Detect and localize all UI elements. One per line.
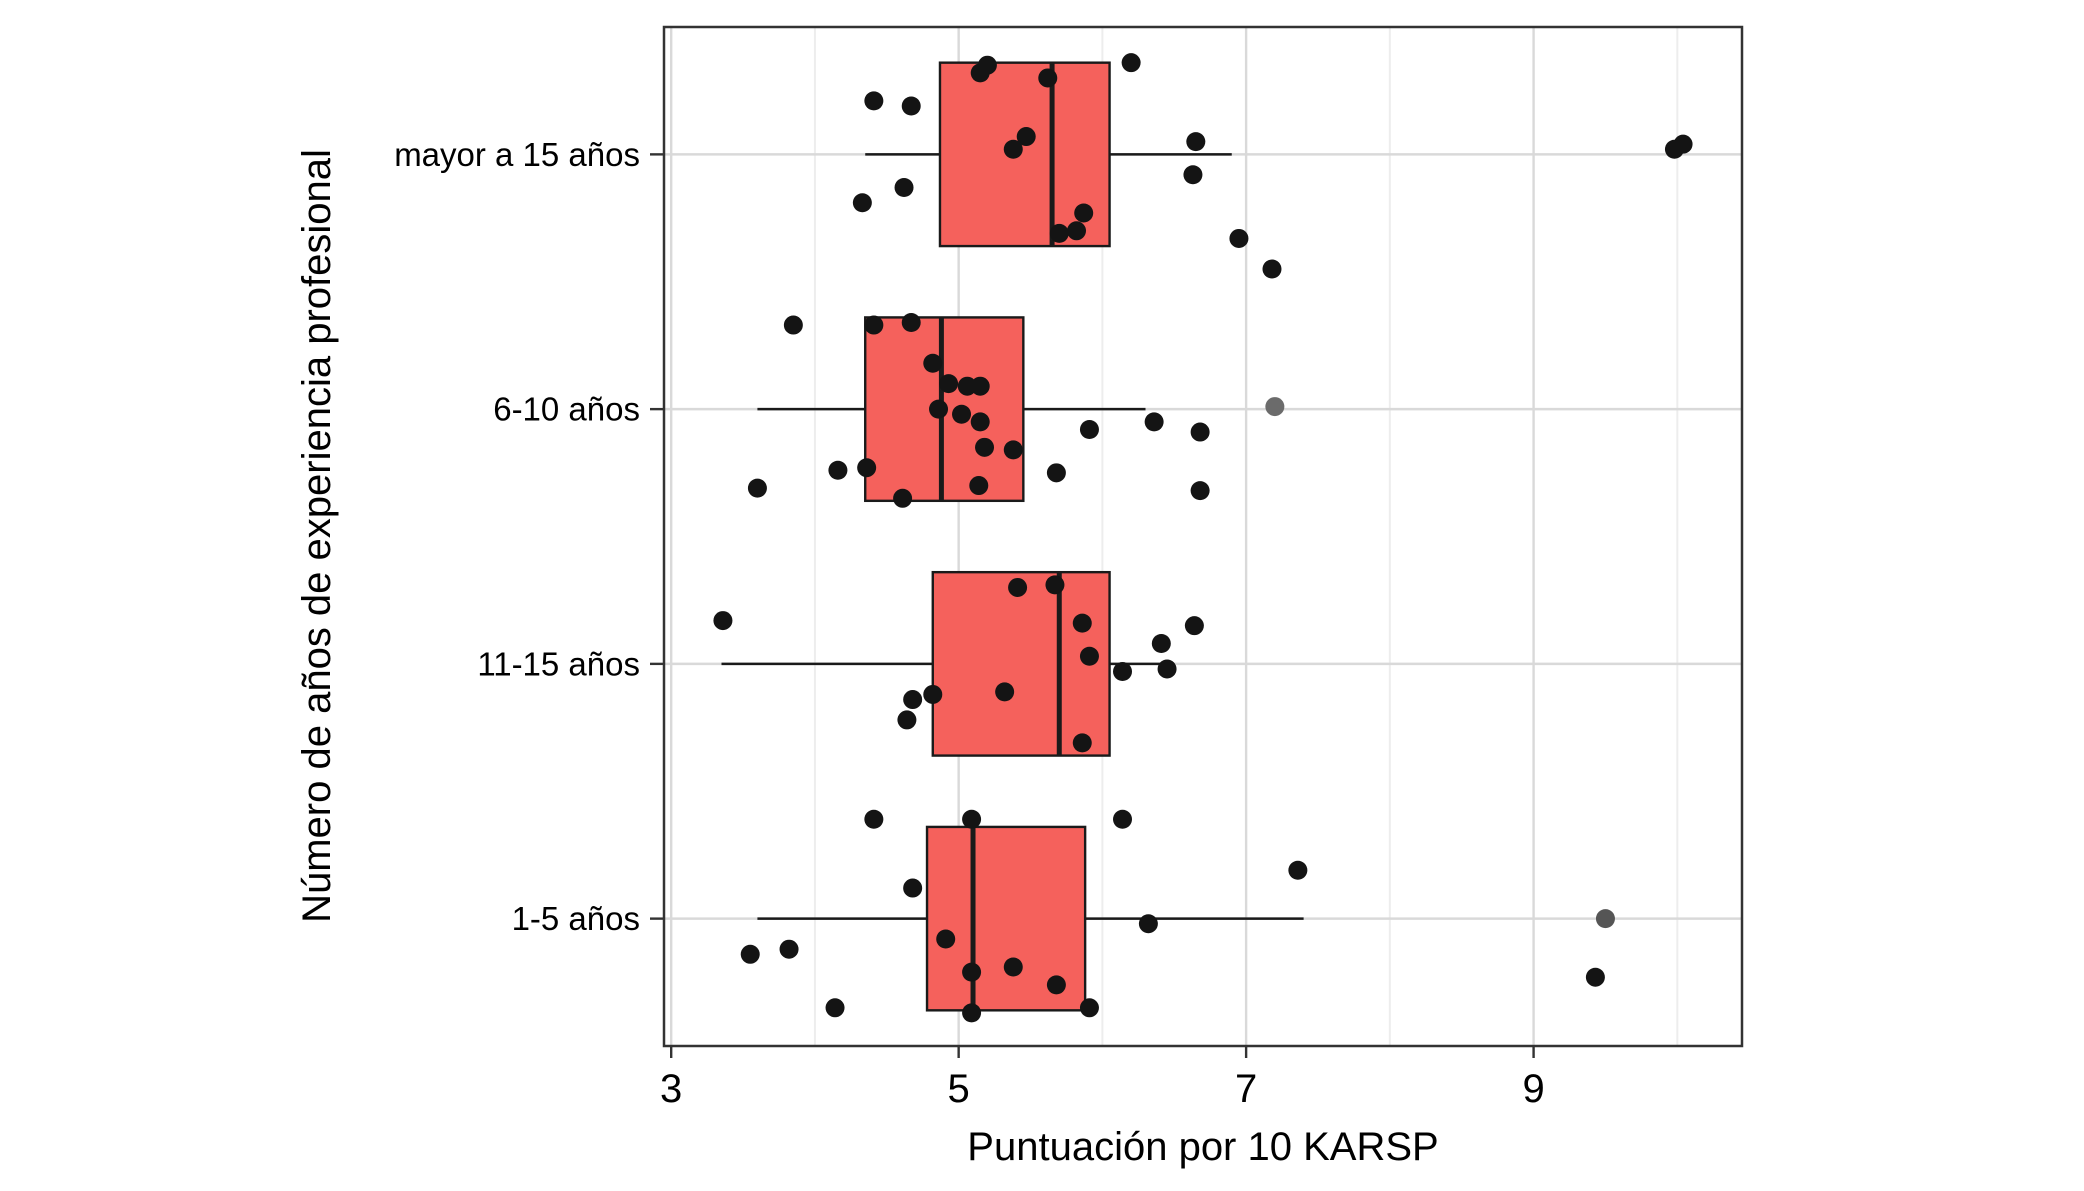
jitter-point (969, 476, 989, 496)
jitter-point (713, 611, 733, 631)
gridline-layer (664, 27, 1742, 1046)
panel-border (662, 25, 1744, 1048)
jitter-point (962, 1003, 982, 1023)
panel-background (664, 27, 1742, 1046)
jitter-point (894, 177, 914, 197)
box (931, 570, 1111, 757)
jitter-point (1157, 659, 1177, 679)
jitter-point (929, 399, 949, 419)
jitter-point (1008, 577, 1028, 597)
jitter-point (1184, 616, 1204, 636)
jitter-point (1113, 662, 1133, 682)
jitter-point (1262, 259, 1282, 279)
x-tick-label: 3 (660, 1067, 682, 1111)
jitter-point (740, 944, 760, 964)
jitter-point (995, 682, 1015, 702)
y-tick-label: 1-5 años (512, 900, 640, 937)
jitter-point (952, 404, 972, 424)
jitter-point (1673, 134, 1693, 154)
x-tick-label: 7 (1235, 1067, 1257, 1111)
jitter-point (1186, 132, 1206, 152)
jitter-point (779, 939, 799, 959)
jitter-point (1067, 221, 1087, 241)
x-axis-title: Puntuación por 10 KARSP (967, 1125, 1438, 1169)
jitter-point (1585, 967, 1605, 987)
jitter-point (1151, 633, 1171, 653)
jitter-point (923, 684, 943, 704)
jitter-point (1138, 914, 1158, 934)
jitter-point (901, 313, 921, 333)
jitter-point (1003, 139, 1023, 159)
x-tick-label: 5 (948, 1067, 970, 1111)
jitter-point (857, 458, 877, 478)
jitter-point (1046, 975, 1066, 995)
jitter-point (1016, 127, 1036, 147)
jitter-point (1595, 909, 1615, 929)
jitter-point (783, 315, 803, 335)
x-tick-label: 9 (1522, 1067, 1544, 1111)
jitter-point (1288, 860, 1308, 880)
jitter-point (893, 488, 913, 508)
jitter-point (1121, 53, 1141, 73)
jitter-point (1072, 613, 1092, 633)
jitter-point (901, 96, 921, 116)
jitter-point (1079, 646, 1099, 666)
y-tick-label: 6-10 años (493, 391, 640, 428)
jitter-point (1144, 412, 1164, 432)
y-tick-label: mayor a 15 años (394, 136, 640, 173)
y-tick-label: 11-15 años (477, 645, 640, 682)
jitter-point (864, 809, 884, 829)
jitter-point (1113, 809, 1133, 829)
jitter-point (923, 353, 943, 373)
jitter-point (1049, 223, 1069, 243)
jitter-point (1229, 228, 1249, 248)
jitter-point (1003, 957, 1023, 977)
jitter-point (970, 63, 990, 83)
jitter-point (1038, 68, 1058, 88)
jitter-point (1265, 397, 1285, 417)
jitter-point (1074, 203, 1094, 223)
jitter-point (1072, 733, 1092, 753)
jitter-point (936, 929, 956, 949)
jitter-point (970, 412, 990, 432)
jitter-point (1046, 463, 1066, 483)
jitter-point (828, 460, 848, 480)
jitter-point (852, 193, 872, 213)
jitter-point (825, 998, 845, 1018)
jitter-point (864, 315, 884, 335)
jitter-point (1190, 422, 1210, 442)
jitter-point (864, 91, 884, 111)
jitter-point (1003, 440, 1023, 460)
jitter-point (1183, 165, 1203, 185)
jitter-point (903, 690, 923, 710)
jitter-point (962, 809, 982, 829)
jitter-point (1079, 998, 1099, 1018)
jitter-point (1079, 420, 1099, 440)
y-axis-title: Número de años de experiencia profesiona… (295, 149, 339, 923)
jitter-point (970, 376, 990, 396)
jitter-point (1045, 575, 1065, 595)
jitter-point (897, 710, 917, 730)
jitter-point (903, 878, 923, 898)
jitter-points-layer (713, 53, 1693, 1023)
axis-layer: 3 5 7 9 mayor a 15 años 6-10 años 11-15 años 1-… (394, 25, 1744, 1111)
jitter-point (975, 437, 995, 457)
jitter-point (747, 478, 767, 498)
jitter-point (962, 962, 982, 982)
jitter-point (1190, 481, 1210, 501)
jitter-point (939, 374, 959, 394)
